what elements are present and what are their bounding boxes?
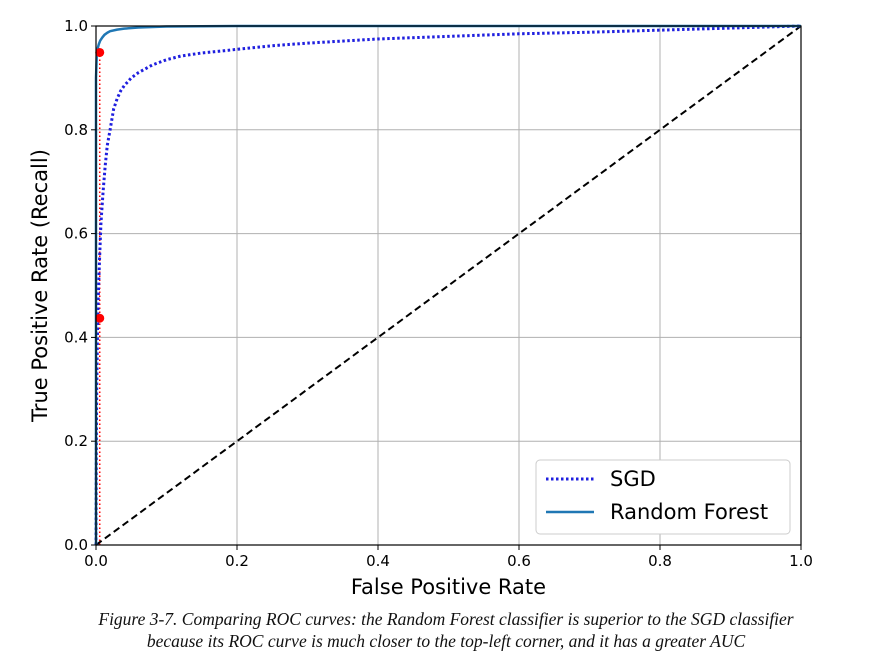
tick-labels: 0.0 0.2 0.4 0.6 0.8 1.0 0.0 0.2 0.4 0.6 0.8 1.0 [64,17,813,570]
x-axis-title: False Positive Rate [351,575,546,599]
x-tick-label: 1.0 [789,552,813,570]
legend: SGD Random Forest [535,459,791,535]
y-axis-title: True Positive Rate (Recall) [28,149,52,423]
markers-layer [95,47,105,323]
x-tick-label: 0.4 [366,552,390,570]
caption-line-2: because its ROC curve is much closer to … [146,631,746,651]
y-tick-label: 0.8 [64,121,88,139]
threshold-marker [95,47,105,57]
x-tick-label: 0.6 [507,552,531,570]
y-tick-label: 1.0 [64,17,88,35]
y-tick-label: 0.4 [64,328,88,346]
x-tick-label: 0.0 [84,552,108,570]
figure-caption: Figure 3-7. Comparing ROC curves: the Ra… [0,608,892,652]
ticks [91,25,802,550]
legend-rf-label: Random Forest [610,500,768,524]
y-tick-label: 0.2 [64,432,88,450]
x-tick-label: 0.8 [648,552,672,570]
x-tick-label: 0.2 [225,552,249,570]
y-tick-label: 0.0 [64,536,88,554]
roc-chart: 0.0 0.2 0.4 0.6 0.8 1.0 0.0 0.2 0.4 0.6 0.8 1.0 Fal… [28,17,813,599]
caption-line-1: Figure 3-7. Comparing ROC curves: the Ra… [98,609,794,629]
legend-box [535,459,791,535]
sgd-curve [94,24,802,546]
plot-frame [95,25,802,546]
threshold-marker [95,313,105,323]
y-tick-label: 0.6 [64,225,88,243]
legend-sgd-label: SGD [610,467,656,491]
diagonal-reference-curve [95,25,802,546]
